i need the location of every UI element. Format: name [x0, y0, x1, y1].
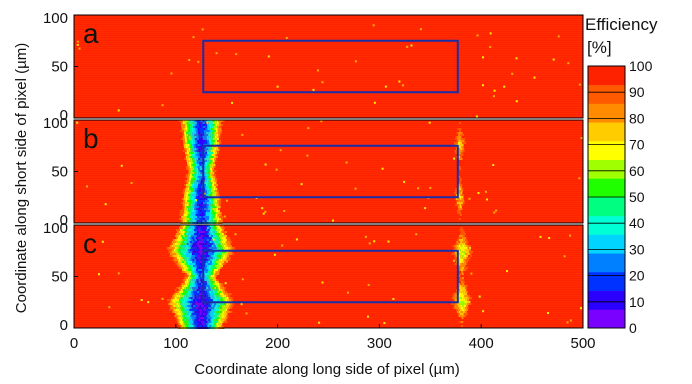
y-tick-label: 50	[51, 164, 68, 181]
colorbar-tick-label: 50	[629, 189, 645, 205]
colorbar-tick-label: 80	[629, 110, 645, 126]
x-tick-label: 300	[367, 335, 392, 352]
x-axis-label: Coordinate along long side of pixel (µm)	[194, 361, 459, 378]
x-tick-label: 100	[163, 335, 188, 352]
colorbar-tick-label: 60	[629, 163, 645, 179]
y-axis-label: Coordinate along short side of pixel (µm…	[13, 43, 30, 313]
colorbar-title-line2: [%]	[587, 38, 612, 57]
y-tick-label: 100	[43, 115, 68, 132]
x-tick-label: 500	[570, 335, 595, 352]
colorbar-tick-label: 90	[629, 84, 645, 100]
region-box	[202, 144, 459, 199]
colorbar-title-line1: Efficiency	[585, 15, 658, 34]
y-tick-label: 50	[51, 59, 68, 76]
noise-speckles	[76, 120, 583, 222]
low-efficiency-region	[453, 122, 466, 220]
colorbar-gradient	[588, 66, 625, 329]
y-tick-label: 0	[60, 107, 68, 124]
region-box	[202, 249, 459, 304]
panel-label: c	[83, 228, 97, 259]
panel-a: a 0 50 100	[43, 10, 584, 124]
colorbar-tick-label: 20	[629, 268, 645, 284]
y-tick-label: 100	[43, 220, 68, 237]
panel-c: c 0 50 100	[43, 220, 584, 334]
colorbar-tick-label: 0	[629, 320, 637, 336]
y-tick-label: 50	[51, 269, 68, 286]
colorbar-tick-label: 40	[629, 215, 645, 231]
y-tick-label: 0	[60, 212, 68, 229]
panel-label: a	[83, 18, 99, 49]
region-box	[202, 39, 459, 94]
colorbar-tick-label: 10	[629, 294, 645, 310]
y-tick-label: 0	[60, 317, 68, 334]
y-tick-label: 100	[43, 10, 68, 27]
row-texture	[74, 121, 583, 222]
row-texture	[74, 226, 583, 327]
colorbar-tick-label: 100	[629, 58, 653, 74]
row-texture	[74, 16, 583, 117]
panel-label: b	[83, 123, 99, 154]
low-efficiency-region	[450, 227, 473, 327]
colorbar-tick-label: 30	[629, 241, 645, 257]
x-axis: 0 100 200 300 400 500	[70, 324, 596, 352]
colorbar-ticks: 0 10 20 30 40 50 60 70 80 90 100	[588, 58, 653, 336]
noise-speckles	[76, 24, 581, 118]
x-tick-label: 0	[70, 335, 78, 352]
colorbar-tick-label: 70	[629, 137, 645, 153]
noise-speckles	[98, 233, 582, 325]
colorbar: 0 10 20 30 40 50 60 70 80 90 100 Efficiency [%]	[585, 15, 658, 336]
x-tick-label: 400	[469, 335, 494, 352]
low-efficiency-region	[178, 120, 225, 224]
panel-b: b 0 50 100	[43, 115, 584, 229]
x-tick-label: 200	[265, 335, 290, 352]
